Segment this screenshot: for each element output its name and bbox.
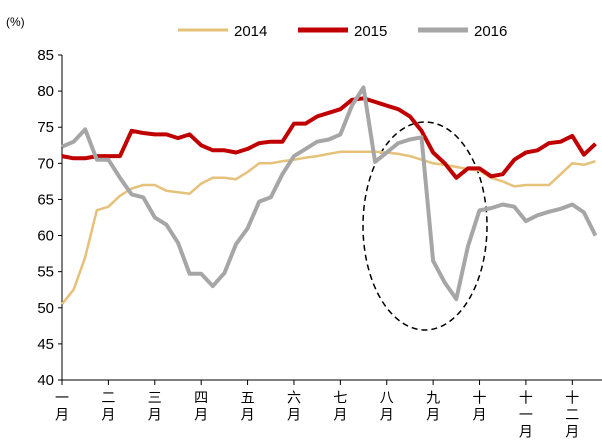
- highlight-ellipse: [362, 121, 488, 331]
- x-tick-label: 五月: [240, 390, 256, 424]
- y-tick-label: 70: [37, 155, 54, 172]
- y-tick-label: 60: [37, 228, 54, 245]
- y-tick-label: 45: [37, 336, 54, 353]
- series-line: [61, 150, 596, 305]
- series-line: [61, 96, 597, 180]
- x-tick-label: 十一月: [518, 390, 534, 441]
- x-tick-label: 八月: [379, 390, 395, 424]
- legend-label: 2014: [234, 23, 267, 40]
- x-tick-label: 十月: [472, 390, 488, 424]
- y-unit: (%): [6, 15, 25, 29]
- legend-label: 2016: [474, 23, 507, 40]
- y-tick-label: 65: [37, 191, 54, 208]
- legend-label: 2015: [354, 23, 387, 40]
- x-tick-label: 四月: [193, 390, 209, 424]
- y-tick-label: 85: [37, 47, 54, 64]
- y-tick-label: 55: [37, 264, 54, 281]
- x-tick-label: 二月: [100, 390, 116, 424]
- x-tick-label: 七月: [332, 390, 348, 424]
- x-tick-label: 九月: [425, 390, 441, 424]
- x-tick-label: 一月: [54, 390, 70, 424]
- x-tick-label: 十二月: [564, 390, 580, 441]
- x-tick-label: 三月: [147, 390, 163, 424]
- x-tick-label: 六月: [286, 390, 302, 424]
- y-tick-label: 50: [37, 300, 54, 317]
- series-line: [61, 85, 598, 302]
- y-tick-label: 40: [37, 372, 54, 389]
- y-tick-label: 80: [37, 83, 54, 100]
- y-tick-label: 75: [37, 119, 54, 136]
